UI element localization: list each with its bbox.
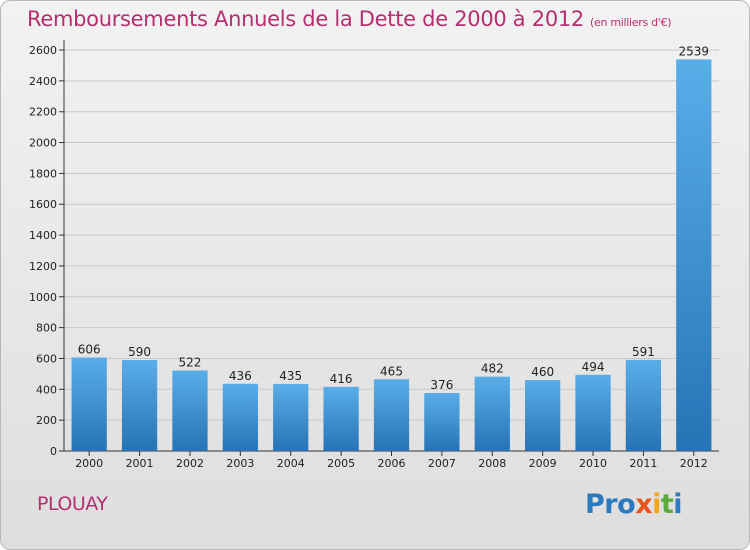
y-tick-label: 1000 — [29, 291, 57, 304]
bar — [676, 59, 712, 451]
bar-value-label: 590 — [128, 345, 151, 359]
bar-value-label: 460 — [531, 365, 554, 379]
y-tick-label: 200 — [36, 414, 57, 427]
bar-value-label: 482 — [481, 362, 504, 376]
bar — [71, 357, 107, 451]
y-tick-label: 400 — [36, 383, 57, 396]
logo-letter: i — [673, 489, 683, 520]
y-tick-label: 800 — [36, 322, 57, 335]
bar — [424, 393, 460, 451]
y-tick-label: 2600 — [29, 44, 57, 57]
logo-letter: r — [604, 489, 618, 520]
proxiti-logo: Proxiti — [585, 489, 683, 520]
bar — [121, 360, 158, 451]
y-tick-label: 2400 — [29, 75, 57, 88]
y-tick-label: 1600 — [29, 198, 57, 211]
x-tick-label: 2004 — [277, 457, 305, 470]
x-tick-label: 2012 — [680, 457, 708, 470]
x-tick-label: 2010 — [579, 457, 607, 470]
y-tick-label: 0 — [50, 445, 57, 458]
bar-value-label: 465 — [380, 364, 403, 378]
x-tick-label: 2006 — [378, 457, 406, 470]
logo-letter: t — [660, 489, 674, 520]
logo-letter: i — [652, 489, 661, 520]
x-tick-label: 2011 — [629, 457, 657, 470]
logo-letter: o — [617, 489, 636, 520]
bar-value-label: 591 — [632, 345, 655, 359]
x-tick-label: 2001 — [126, 457, 154, 470]
x-tick-label: 2003 — [226, 457, 254, 470]
x-tick-label: 2009 — [529, 457, 557, 470]
x-tick-label: 2007 — [428, 457, 456, 470]
y-tick-label: 2200 — [29, 106, 57, 119]
bar — [273, 383, 309, 451]
x-tick-label: 2002 — [176, 457, 204, 470]
logo-letter: x — [635, 489, 653, 520]
y-tick-label: 1200 — [29, 260, 57, 273]
x-tick-label: 2008 — [478, 457, 506, 470]
y-tick-label: 2000 — [29, 137, 57, 150]
bar — [575, 374, 611, 451]
bar — [625, 359, 662, 451]
bar-value-label: 436 — [229, 369, 252, 383]
bar — [222, 383, 258, 451]
bar-value-label: 376 — [430, 378, 453, 392]
bar-value-label: 435 — [279, 369, 302, 383]
bar-value-label: 416 — [330, 372, 353, 386]
x-tick-label: 2000 — [75, 457, 103, 470]
bar — [323, 386, 359, 451]
y-tick-label: 1400 — [29, 229, 57, 242]
x-tick-label: 2005 — [327, 457, 355, 470]
bar-value-label: 522 — [179, 355, 202, 369]
bar — [172, 370, 208, 451]
bar-value-label: 494 — [582, 360, 605, 374]
chart-unit: (en milliers d'€) — [590, 16, 672, 29]
logo-letter: P — [585, 489, 605, 520]
bar — [525, 380, 561, 451]
y-tick-label: 600 — [36, 352, 57, 365]
bar-value-label: 2539 — [679, 44, 710, 58]
chart-title-text: Remboursements Annuels de la Dette de 20… — [27, 7, 584, 31]
chart-title: Remboursements Annuels de la Dette de 20… — [27, 7, 671, 31]
bar — [474, 376, 510, 451]
bar-value-label: 606 — [78, 343, 101, 357]
bar — [373, 379, 410, 451]
y-tick-label: 1800 — [29, 167, 57, 180]
commune-name: PLOUAY — [37, 493, 108, 515]
